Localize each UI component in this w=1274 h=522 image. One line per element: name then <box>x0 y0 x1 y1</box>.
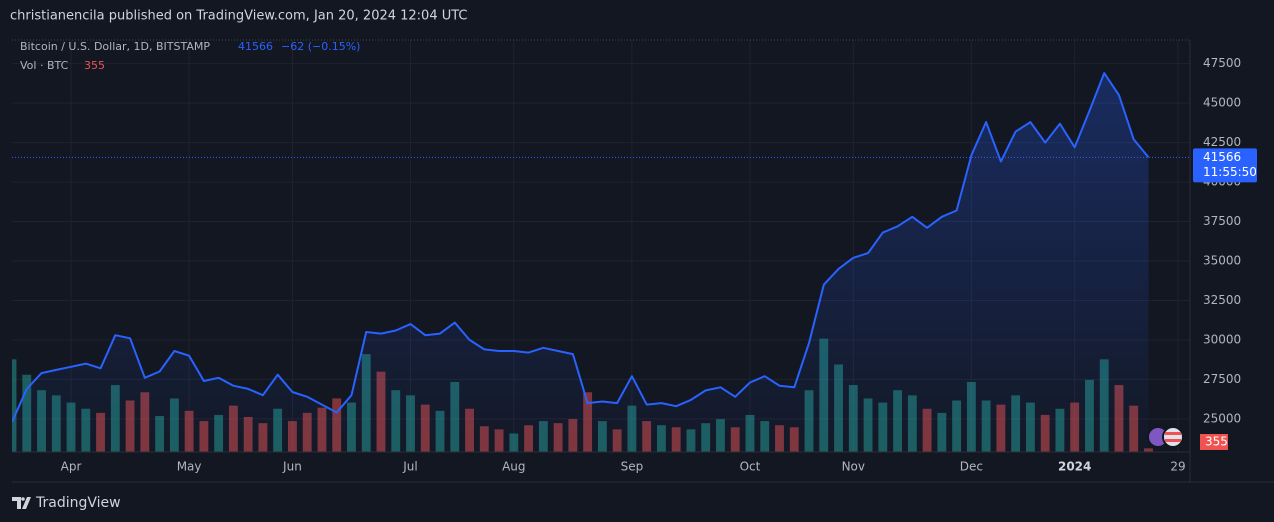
y-tick-label: 37500 <box>1203 214 1241 228</box>
price-tag-countdown: 11:55:50 <box>1203 165 1257 179</box>
volume-bar <box>12 359 17 452</box>
legend-volume: Vol · BTC <box>20 59 69 72</box>
x-tick-label: Apr <box>61 460 82 474</box>
y-tick-label: 42500 <box>1203 135 1241 149</box>
volume-tag-value: 355 <box>1205 435 1228 449</box>
x-tick-label: Jun <box>282 460 302 474</box>
y-tick-label: 25000 <box>1203 411 1241 425</box>
price-area <box>12 73 1149 452</box>
y-tick-label: 35000 <box>1203 253 1241 267</box>
x-tick-label: Dec <box>960 460 983 474</box>
price-line <box>12 72 1150 423</box>
y-tick-label: 47500 <box>1203 56 1241 70</box>
price-tag-value: 41566 <box>1203 150 1241 164</box>
y-tick-label: 27500 <box>1203 372 1241 386</box>
x-tick-label: 2024 <box>1058 460 1091 474</box>
legend-volume-value: 355 <box>84 59 105 72</box>
x-tick-label: Sep <box>621 460 644 474</box>
volume-bar <box>1144 448 1153 452</box>
y-tick-label: 30000 <box>1203 332 1241 346</box>
icons <box>1147 426 1184 448</box>
x-tick-label: Aug <box>502 460 525 474</box>
x-tick-label: Jul <box>402 460 417 474</box>
footer-logo <box>12 497 31 509</box>
axes: 2500027500300003250035000375004000042500… <box>61 56 1257 474</box>
legend-title: Bitcoin / U.S. Dollar, 1D, BITSTAMP <box>20 40 210 53</box>
plot <box>12 72 1190 452</box>
x-tick-label: 29 <box>1170 460 1185 474</box>
legend-price: 41566 <box>238 40 273 53</box>
x-tick-label: Nov <box>842 460 865 474</box>
y-tick-label: 45000 <box>1203 96 1241 110</box>
y-tick-label: 32500 <box>1203 293 1241 307</box>
header: christianencila published on TradingView… <box>10 9 468 24</box>
price-tag <box>1193 148 1257 183</box>
footer-brand: TradingView <box>35 495 121 511</box>
x-tick-label: May <box>177 460 202 474</box>
x-tick-label: Oct <box>740 460 761 474</box>
volume-tag <box>1200 434 1228 450</box>
legend-change: −62 (−0.15%) <box>281 40 360 53</box>
